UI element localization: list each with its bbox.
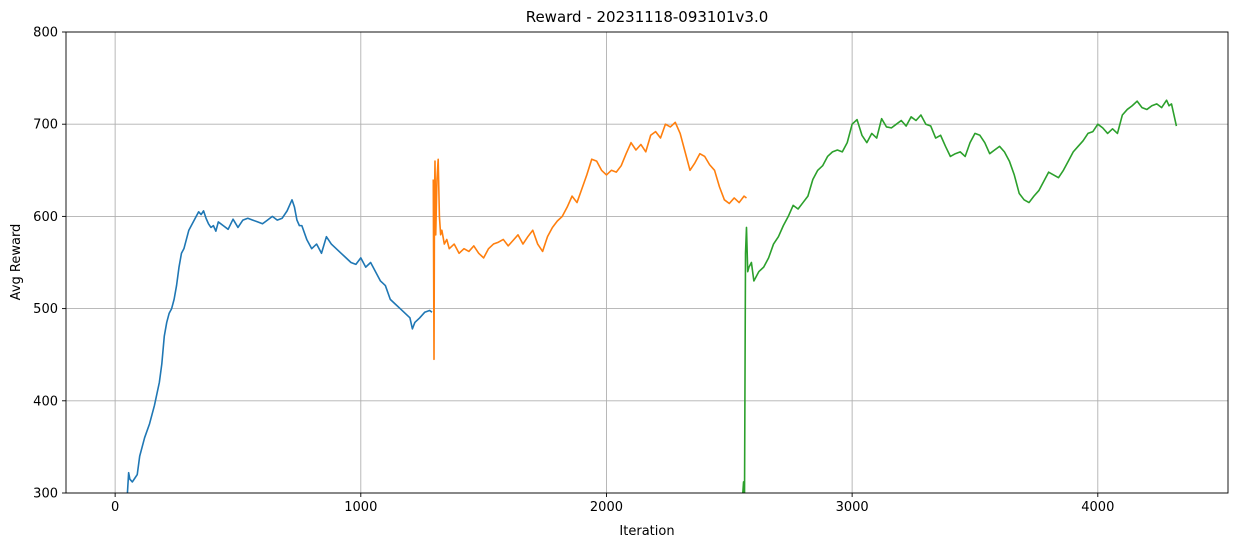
x-tick-label: 1000: [344, 500, 377, 515]
tick-layer: 0 1000 2000 3000 4000 300 400 500 600 700 800: [33, 26, 1114, 516]
y-tick-label: 600: [33, 210, 58, 225]
x-tick-label: 0: [111, 500, 119, 515]
x-tick-label: 4000: [1081, 500, 1114, 515]
plot-frame: [65, 31, 1229, 494]
x-axis-label: Iteration: [619, 524, 674, 539]
y-tick-label: 400: [33, 394, 58, 409]
series-line-2: [432, 121, 747, 361]
x-tick-label: 3000: [836, 500, 869, 515]
chart-title: Reward - 20231118-093101v3.0: [526, 8, 769, 26]
y-tick-label: 300: [33, 487, 58, 502]
series-layer: [126, 99, 1178, 493]
y-tick-label: 500: [33, 302, 58, 317]
series-line-1: [126, 199, 433, 493]
series-line-3: [742, 99, 1178, 493]
y-tick-label: 800: [33, 26, 58, 41]
x-tick-label: 2000: [590, 500, 623, 515]
y-axis-label: Avg Reward: [9, 224, 24, 301]
y-tick-label: 700: [33, 118, 58, 133]
